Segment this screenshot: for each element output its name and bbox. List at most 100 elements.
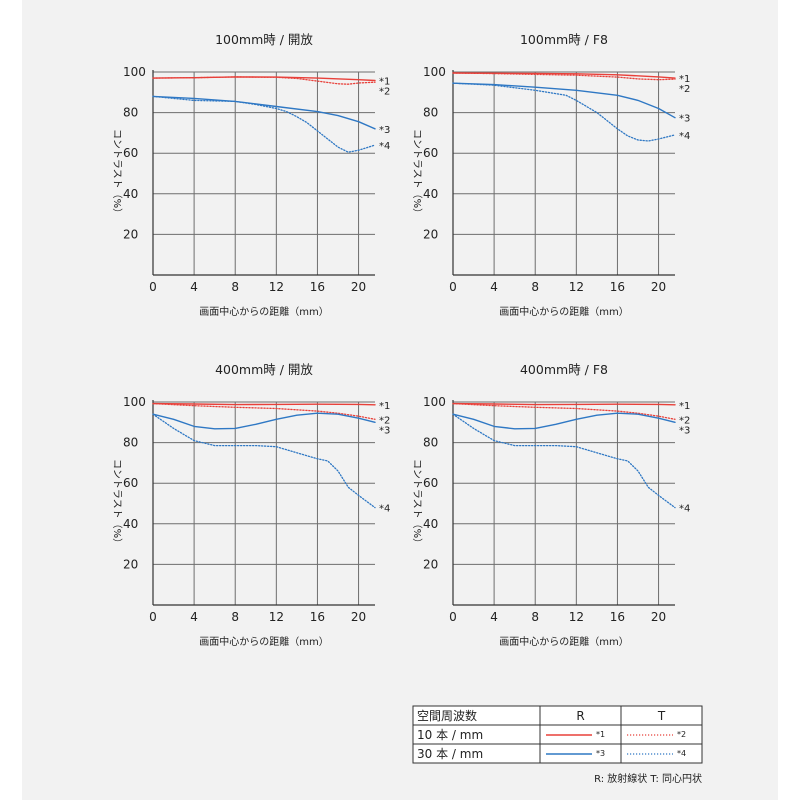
series-line-mark-3 <box>152 412 376 430</box>
x-tick-label: 16 <box>310 280 325 294</box>
series-line-mark-2 <box>452 402 676 420</box>
chart-title: 100mm時 / F8 <box>520 32 608 47</box>
mtf-chart-page: 100mm時 / 開放 20 40 60 80 100 0 4 8 12 16 20 画面中心からの距離… <box>22 0 778 800</box>
x-tick-label: 12 <box>269 610 284 624</box>
x-tick-label: 20 <box>651 280 666 294</box>
chart-title: 400mm時 / F8 <box>520 362 608 377</box>
series-line-mark-4 <box>152 413 376 509</box>
y-tick-label: 80 <box>123 436 138 450</box>
x-tick-label: 16 <box>610 280 625 294</box>
legend-mark: *3 <box>596 749 605 758</box>
x-tick-label: 4 <box>190 280 198 294</box>
x-tick-label: 12 <box>569 280 584 294</box>
y-tick-label: 60 <box>123 146 138 160</box>
legend-row-label: 10 本 / mm <box>417 728 483 742</box>
y-axis-label: コントラスト（%） <box>111 129 123 218</box>
x-tick-label: 8 <box>531 280 539 294</box>
y-axis-label: コントラスト（%） <box>411 459 423 548</box>
mtf-chart-1: 100mm時 / 開放 20 40 60 80 100 0 4 8 12 16 20 画面中心からの距離… <box>111 32 390 318</box>
series-end-label: *4 <box>379 141 390 152</box>
mtf-chart-2: 100mm時 / F8 20 40 60 80 100 0 4 8 12 16 20 画面中心からの距離… <box>411 32 690 318</box>
y-tick-label: 100 <box>423 65 446 79</box>
x-tick-label: 4 <box>190 610 198 624</box>
series-end-label: *2 <box>379 87 390 98</box>
y-tick-label: 80 <box>123 106 138 120</box>
y-tick-label: 40 <box>123 517 138 531</box>
chart-title: 400mm時 / 開放 <box>215 362 313 377</box>
series-end-label: *3 <box>379 125 390 136</box>
series-end-label: *1 <box>379 77 390 88</box>
series-line-mark-3 <box>452 412 676 430</box>
legend-col-r: R <box>576 709 584 723</box>
y-tick-label: 40 <box>423 187 438 201</box>
chart-title: 100mm時 / 開放 <box>215 32 313 47</box>
x-axis-label: 画面中心からの距離（mm） <box>499 635 628 648</box>
series-line-mark-2 <box>152 402 376 420</box>
series-line-mark-1 <box>152 402 376 406</box>
x-tick-label: 8 <box>531 610 539 624</box>
y-tick-label: 20 <box>423 227 438 241</box>
y-tick-label: 20 <box>123 227 138 241</box>
series-end-label: *3 <box>679 114 690 125</box>
mtf-chart-3: 400mm時 / 開放 20 40 60 80 100 0 4 8 12 16 20 画面中心からの距離… <box>111 362 390 648</box>
legend-header: 空間周波数 <box>417 708 477 723</box>
x-axis-label: 画面中心からの距離（mm） <box>499 305 628 318</box>
x-tick-label: 0 <box>149 610 157 624</box>
series-end-label: *2 <box>679 415 690 426</box>
series-end-label: *2 <box>679 84 690 95</box>
x-axis-label: 画面中心からの距離（mm） <box>199 635 328 648</box>
series-line-mark-1 <box>452 402 676 406</box>
x-tick-label: 4 <box>490 280 498 294</box>
x-tick-label: 4 <box>490 610 498 624</box>
x-tick-label: 12 <box>569 610 584 624</box>
y-tick-label: 20 <box>423 557 438 571</box>
series-line-mark-2 <box>452 72 676 81</box>
series-end-label: *3 <box>379 425 390 436</box>
series-line-mark-4 <box>152 95 376 153</box>
y-tick-label: 60 <box>423 476 438 490</box>
series-end-label: *1 <box>679 401 690 412</box>
legend-col-t: T <box>657 709 666 723</box>
legend-mark: *1 <box>596 730 605 739</box>
y-tick-label: 80 <box>423 106 438 120</box>
series-line-mark-2 <box>152 76 376 85</box>
x-tick-label: 0 <box>449 610 457 624</box>
y-tick-label: 100 <box>423 395 446 409</box>
series-line-mark-3 <box>452 82 676 119</box>
series-end-label: *1 <box>379 401 390 412</box>
y-axis-label: コントラスト（%） <box>111 459 123 548</box>
x-tick-label: 20 <box>351 610 366 624</box>
x-tick-label: 20 <box>651 610 666 624</box>
legend-mark: *4 <box>677 749 686 758</box>
y-tick-label: 80 <box>423 436 438 450</box>
x-tick-label: 20 <box>351 280 366 294</box>
x-tick-label: 8 <box>231 610 239 624</box>
mtf-chart-4: 400mm時 / F8 20 40 60 80 100 0 4 8 12 16 20 画面中心からの距離… <box>411 362 690 648</box>
x-tick-label: 8 <box>231 280 239 294</box>
x-tick-label: 16 <box>310 610 325 624</box>
series-end-label: *4 <box>679 504 690 515</box>
y-tick-label: 60 <box>423 146 438 160</box>
series-end-label: *1 <box>679 74 690 85</box>
series-line-mark-3 <box>152 95 376 130</box>
series-line-mark-4 <box>452 413 676 509</box>
series-line-mark-4 <box>452 82 676 142</box>
series-end-label: *2 <box>379 415 390 426</box>
legend-footnote: R: 放射線状 T: 同心円状 <box>594 772 702 785</box>
y-tick-label: 100 <box>123 395 146 409</box>
x-tick-label: 12 <box>269 280 284 294</box>
y-tick-label: 100 <box>123 65 146 79</box>
x-tick-label: 0 <box>449 280 457 294</box>
y-tick-label: 20 <box>123 557 138 571</box>
y-axis-label: コントラスト（%） <box>411 129 423 218</box>
x-axis-label: 画面中心からの距離（mm） <box>199 305 328 318</box>
y-tick-label: 40 <box>423 517 438 531</box>
series-line-mark-1 <box>452 72 676 79</box>
legend-mark: *2 <box>677 730 686 739</box>
legend-table: 空間周波数 R T 10 本 / mm *1 *2 30 本 / mm *3 *4 R: 放射線状… <box>412 705 703 785</box>
series-end-label: *4 <box>679 131 690 142</box>
x-tick-label: 16 <box>610 610 625 624</box>
series-end-label: *4 <box>379 504 390 515</box>
y-tick-label: 40 <box>123 187 138 201</box>
